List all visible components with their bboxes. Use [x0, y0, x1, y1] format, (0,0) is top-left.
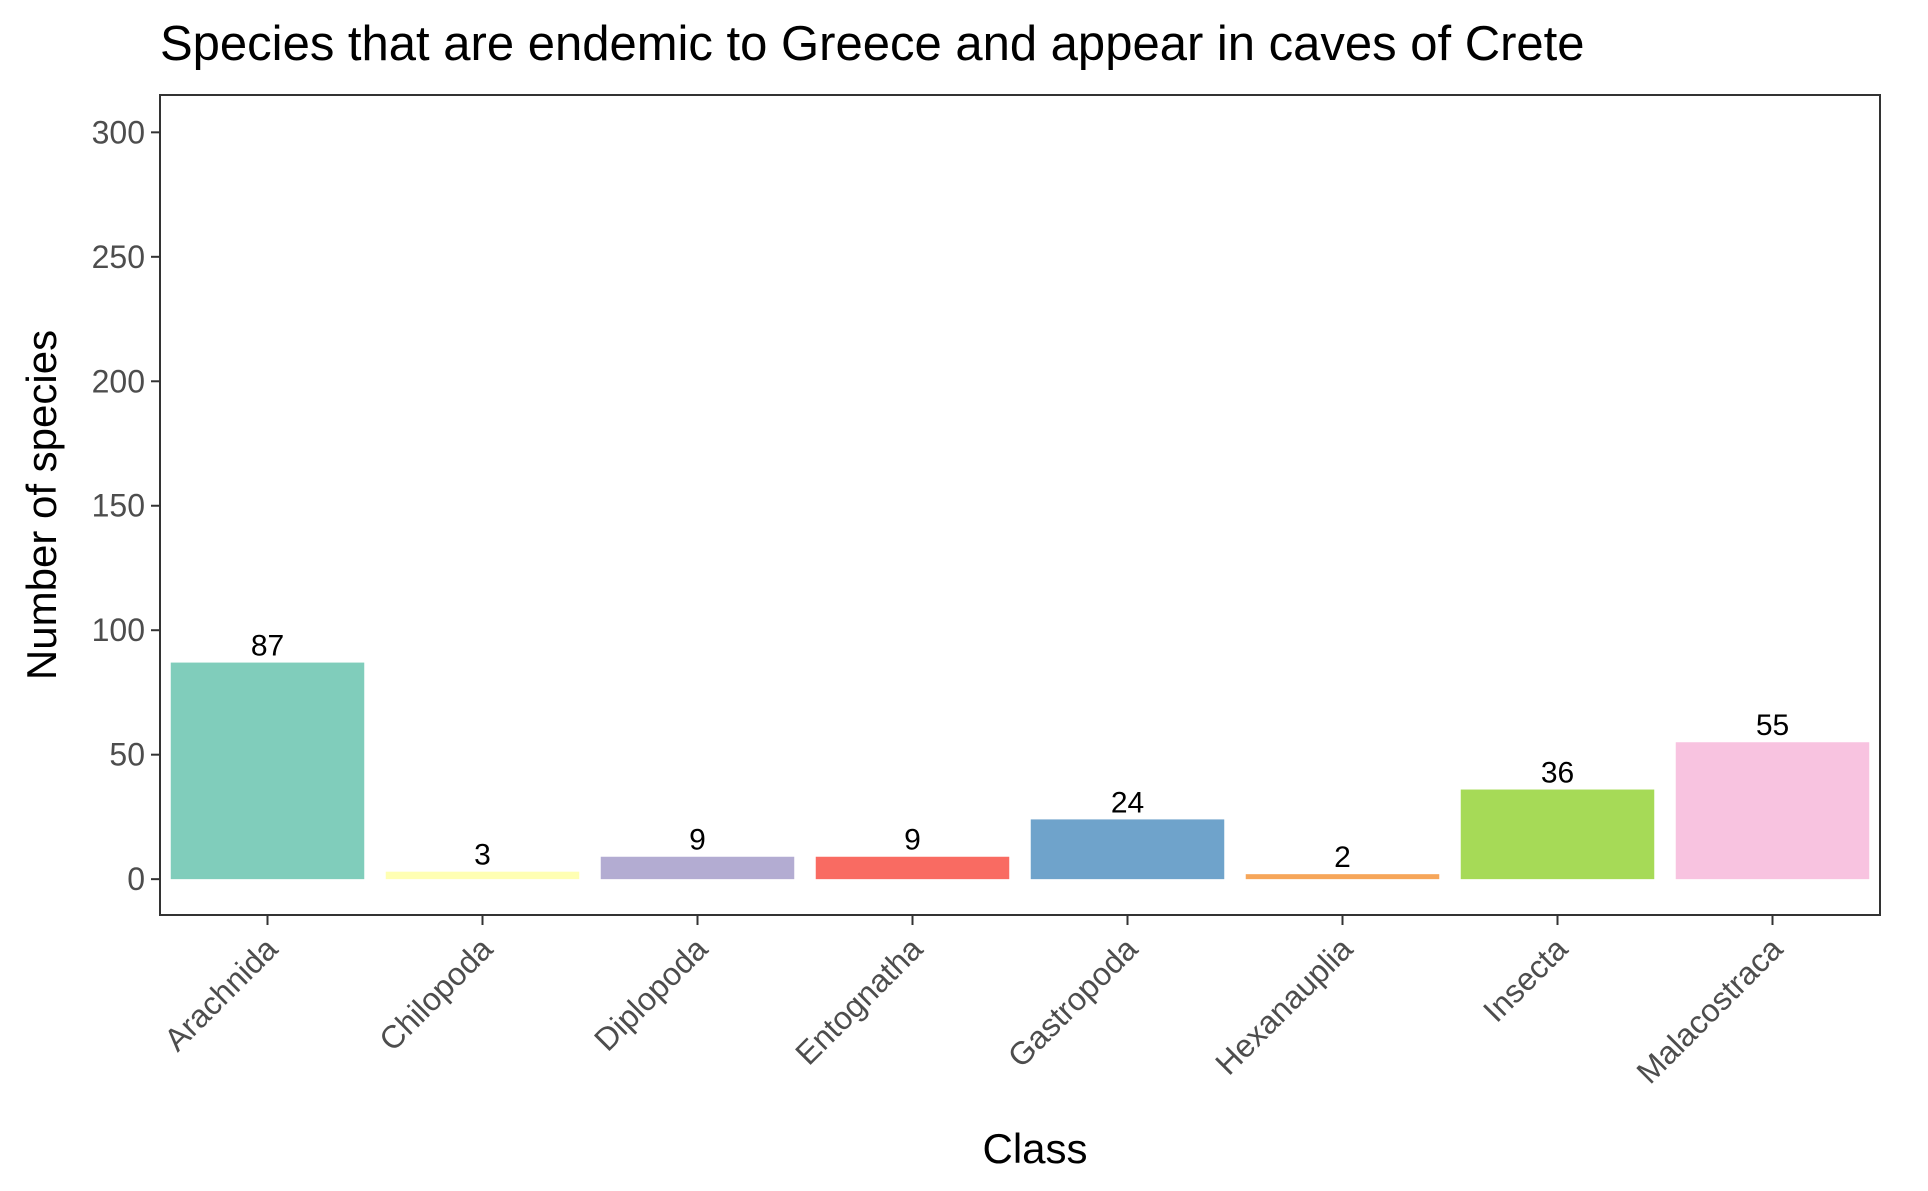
x-axis-title: Class — [982, 1125, 1087, 1172]
y-tick-label: 0 — [127, 861, 145, 897]
x-tick-label-chilopoda: Chilopoda — [372, 930, 500, 1058]
data-label-arachnida: 87 — [251, 630, 284, 663]
y-axis-title: Number of species — [18, 330, 65, 680]
y-tick-label: 100 — [92, 612, 145, 648]
chart-title: Species that are endemic to Greece and a… — [160, 17, 1585, 71]
data-label-entognatha: 9 — [904, 824, 921, 857]
data-label-hexanauplia: 2 — [1334, 841, 1351, 874]
y-tick-label: 250 — [92, 239, 145, 275]
data-label-chilopoda: 3 — [474, 839, 491, 872]
data-label-gastropoda: 24 — [1111, 786, 1144, 819]
x-tick-label-entognatha: Entognatha — [788, 930, 929, 1071]
bar-hexanauplia — [1245, 874, 1440, 880]
x-axis: Arachnida Chilopoda Diplopoda Entognatha Gas… — [157, 915, 1790, 1091]
bar-entognatha — [815, 856, 1010, 880]
data-label-insecta: 36 — [1541, 757, 1574, 790]
bar-chilopoda — [385, 871, 580, 880]
bars — [170, 662, 1870, 880]
x-tick-label-hexanauplia: Hexanauplia — [1208, 930, 1359, 1081]
x-tick-label-diplopoda: Diplopoda — [587, 930, 715, 1058]
bar-diplopoda — [600, 856, 795, 880]
x-tick-label-gastropoda: Gastropoda — [1001, 930, 1145, 1074]
data-label-malacostraca: 55 — [1756, 709, 1789, 742]
bar-arachnida — [170, 662, 365, 880]
y-tick-label: 150 — [92, 488, 145, 524]
y-tick-label: 200 — [92, 363, 145, 399]
y-tick-label: 50 — [109, 737, 145, 773]
bar-insecta — [1460, 789, 1655, 880]
x-tick-label-insecta: Insecta — [1476, 930, 1575, 1029]
bar-malacostraca — [1675, 742, 1870, 880]
bar-gastropoda — [1030, 819, 1225, 880]
y-axis: 0 50 100 150 200 250 300 — [92, 114, 160, 897]
y-tick-label: 300 — [92, 114, 145, 150]
data-label-diplopoda: 9 — [689, 824, 706, 857]
x-tick-label-malacostraca: Malacostraca — [1629, 930, 1789, 1090]
data-labels: 87 3 9 9 24 2 36 55 — [251, 630, 1789, 875]
x-tick-label-arachnida: Arachnida — [157, 930, 284, 1057]
